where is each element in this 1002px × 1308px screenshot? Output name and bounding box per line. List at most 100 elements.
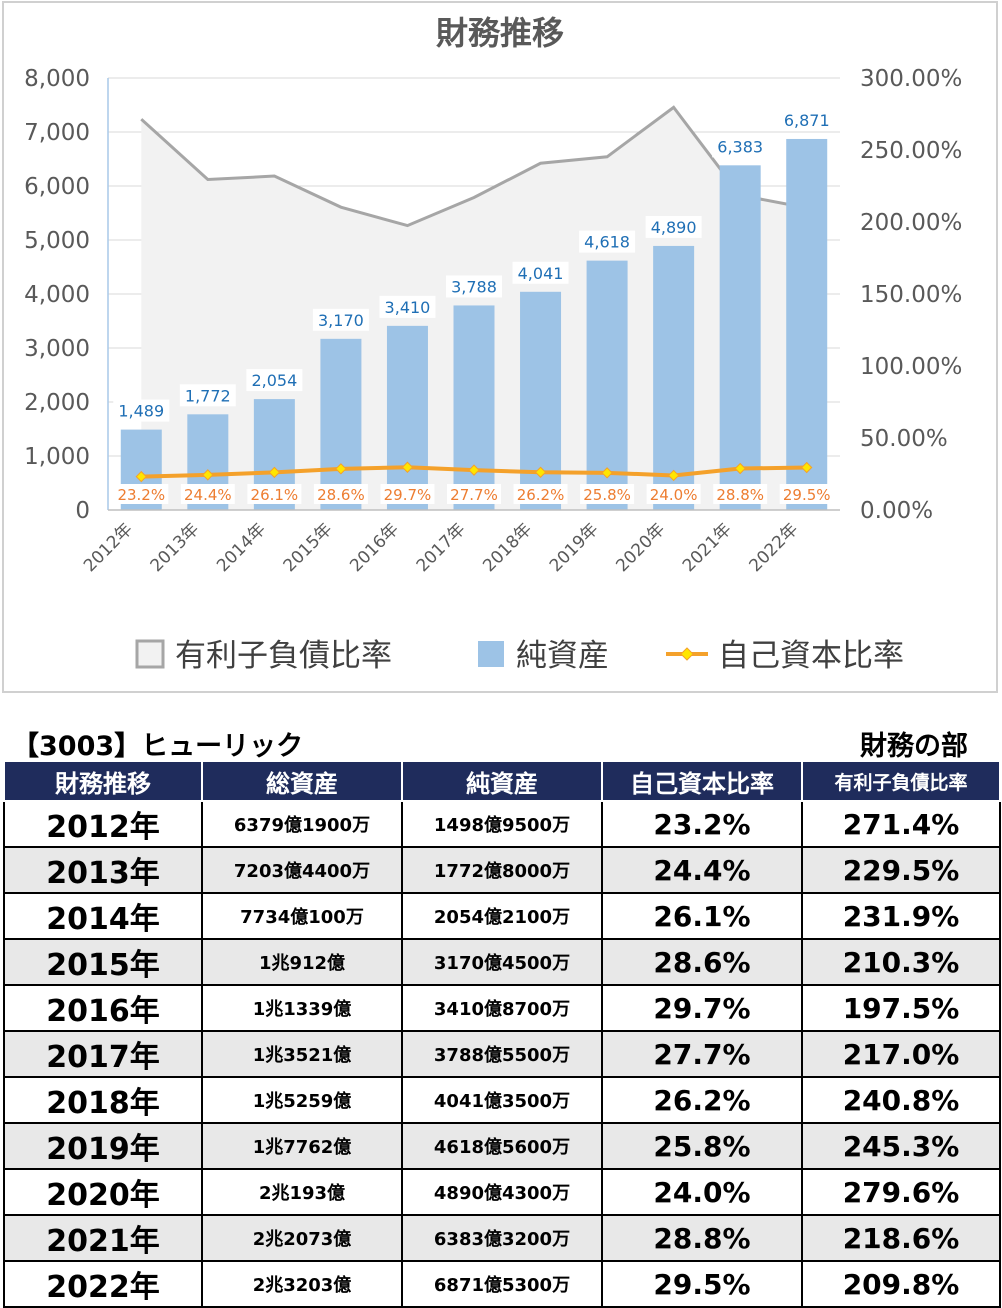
table-header-cell: 財務推移 [3,760,203,802]
pct-label-bg [247,484,302,504]
table-cell: 6379億1900万 [201,800,403,848]
equity-ratio-marker [734,462,746,475]
table-cell: 240.8% [801,1076,1001,1124]
table-cell: 2012年 [3,800,203,848]
table-cell: 26.1% [601,892,803,940]
x-tick-label: 2019年 [546,519,603,576]
equity-ratio-label: 29.7% [384,486,432,504]
table-row: 2020年 2兆193億 4890億4300万 24.0% 279.6% [3,1168,1001,1216]
table-cell: 1498億9500万 [401,800,603,848]
table-cell: 3170億4500万 [401,938,603,986]
left-tick-label: 1,000 [24,444,90,470]
x-tick-label: 2017年 [413,519,470,576]
right-tick-label: 0.00% [860,498,933,524]
table-header-cell: 総資産 [201,760,403,802]
table-cell: 4041億3500万 [401,1076,603,1124]
bar-label-bg [379,295,436,318]
net-assets-label: 4,618 [584,233,630,252]
pct-label-bg [580,484,635,504]
table-cell: 4618億5600万 [401,1122,603,1170]
bar-label-bg [446,275,502,298]
table-cell: 231.9% [801,892,1001,940]
table-cell: 279.6% [801,1168,1001,1216]
equity-ratio-marker [202,469,214,481]
bar-label-bg [645,215,702,238]
x-tick-label: 2015年 [280,519,337,576]
table-cell: 2054億2100万 [401,892,603,940]
table-cell: 26.2% [601,1076,803,1124]
table-cell: 28.6% [601,938,803,986]
equity-ratio-label: 28.8% [716,486,764,504]
net-assets-label: 4,890 [651,218,697,237]
table-row: 2015年 1兆912億 3170億4500万 28.6% 210.3% [3,938,1001,986]
table-cell: 24.0% [601,1168,803,1216]
table-cell: 29.7% [601,984,803,1032]
net-assets-label: 4,041 [518,264,564,283]
pct-label-bg [713,484,768,504]
left-tick-label: 6,000 [24,174,90,200]
net-assets-label: 6,383 [717,137,763,156]
left-tick-label: 0 [75,498,90,524]
net-assets-label: 3,788 [451,277,497,296]
x-tick-label: 2012年 [80,519,137,576]
table-cell: 2020年 [3,1168,203,1216]
table-header-cell: 有利子負債比率 [801,760,1001,802]
equity-ratio-label: 23.2% [117,486,165,504]
equity-ratio-label: 28.6% [317,486,365,504]
net-assets-bar [719,165,761,510]
table-cell: 218.6% [801,1214,1001,1262]
table-cell: 2兆3203億 [201,1260,403,1308]
right-tick-label: 250.00% [860,138,962,164]
legend-net-assets-swatch [478,641,504,667]
table-cell: 6871億5300万 [401,1260,603,1308]
table-cell: 2017年 [3,1030,203,1078]
equity-ratio-marker [801,461,813,474]
table-cell: 1兆1339億 [201,984,403,1032]
bar-label-bg [312,308,369,331]
table-cell: 7734億100万 [201,892,403,940]
company-name: 【3003】ヒューリック [12,731,304,762]
table-cell: 25.8% [601,1122,803,1170]
equity-ratio-label: 26.1% [251,486,299,504]
table-cell: 29.5% [601,1260,803,1308]
table-cell: 2兆193億 [201,1168,403,1216]
legend-debt-ratio-swatch [135,639,165,669]
table-cell: 4890億4300万 [401,1168,603,1216]
x-tick-label: 2018年 [479,519,536,576]
table-cell: 3788億5500万 [401,1030,603,1078]
table-cell: 1兆912億 [201,938,403,986]
table-row: 2018年 1兆5259億 4041億3500万 26.2% 240.8% [3,1076,1001,1124]
net-assets-bar [786,138,828,510]
bar-label-bg [512,261,569,284]
left-tick-label: 8,000 [24,66,90,92]
equity-ratio-label: 27.7% [450,486,498,504]
net-assets-label: 3,410 [385,298,431,317]
table-header-cell: 純資産 [401,760,603,802]
net-assets-label: 2,054 [251,371,297,390]
table-cell: 229.5% [801,846,1001,894]
net-assets-label: 1,489 [118,402,164,421]
equity-ratio-label: 24.4% [184,486,232,504]
right-tick-label: 50.00% [860,426,948,452]
equity-ratio-marker [468,464,480,476]
chart: 財務推移 1,489 1,772 2,054 3,170 3,410 3,788 4,041… [24,14,962,674]
legend-equity-ratio: 自己資本比率 [718,638,904,674]
table-cell: 2021年 [3,1214,203,1262]
pct-label-bg [447,484,501,504]
table-cell: 217.0% [801,1030,1001,1078]
left-tick-label: 7,000 [24,120,90,146]
table-cell: 1772億8000万 [401,846,603,894]
equity-ratio-marker [601,467,613,479]
net-assets-bar [653,245,695,510]
table-header-row: 財務推移 総資産 純資産 自己資本比率 有利子負債比率 [3,760,1001,802]
table-cell: 2022年 [3,1260,203,1308]
x-tick-label: 2016年 [346,519,403,576]
legend-debt-ratio: 有利子負債比率 [175,638,392,674]
pct-label-bg [313,484,368,504]
table-cell: 28.8% [601,1214,803,1262]
table-cell: 2018年 [3,1076,203,1124]
equity-ratio-label: 24.0% [650,486,698,504]
table-cell: 197.5% [801,984,1001,1032]
bar-label-bg [778,108,835,131]
x-tick-label: 2021年 [679,519,736,576]
